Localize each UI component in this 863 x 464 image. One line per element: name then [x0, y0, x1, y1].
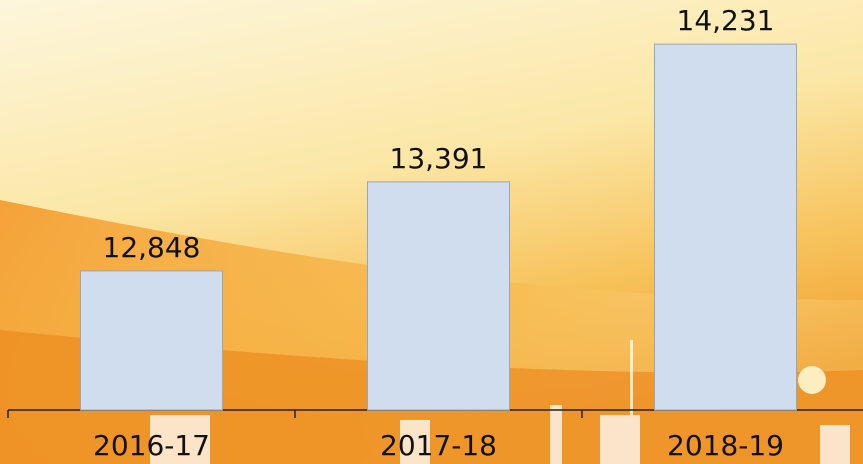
value-label: 14,231: [677, 4, 775, 37]
bar: [81, 271, 223, 410]
sun-glare: [798, 366, 826, 394]
value-label: 12,848: [103, 231, 201, 264]
bar: [368, 182, 510, 410]
value-label: 13,391: [390, 142, 488, 175]
x-tick-label: 2018-19: [667, 429, 784, 462]
page: 12,8482016-1713,3912017-1814,2312018-19 …: [0, 0, 863, 464]
x-tick-label: 2016-17: [93, 429, 210, 462]
bar: [655, 44, 797, 410]
x-tick-label: 2017-18: [380, 429, 497, 462]
chart: 12,848 2016-17 13,391 2017-18 14,231 2018-19: [0, 0, 863, 464]
